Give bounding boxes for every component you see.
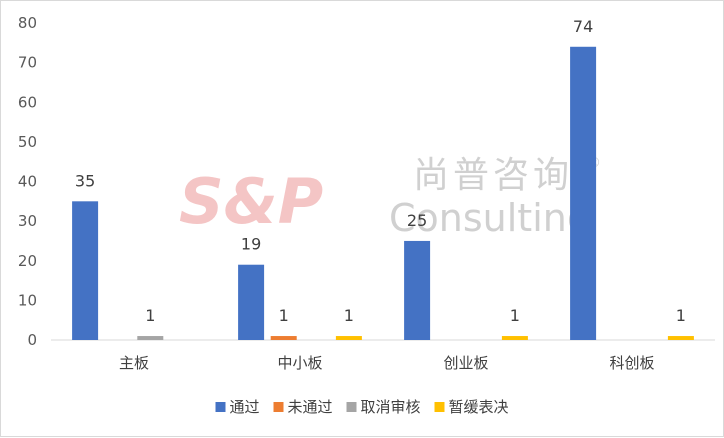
x-category-label: 创业板 <box>443 354 488 372</box>
watermark-en-text: Consulting <box>389 196 591 240</box>
x-category-label: 主板 <box>119 354 149 372</box>
legend-swatch <box>273 402 284 412</box>
bar <box>137 336 164 340</box>
data-label: 1 <box>344 306 354 325</box>
legend-swatch <box>346 402 357 412</box>
y-tick-label: 80 <box>18 14 37 32</box>
bar <box>270 336 297 340</box>
y-tick-label: 0 <box>27 331 37 349</box>
bar <box>667 336 694 340</box>
data-label: 19 <box>241 235 261 254</box>
legend-swatch <box>215 402 226 412</box>
y-tick-label: 30 <box>18 212 37 230</box>
y-tick-label: 60 <box>18 93 37 111</box>
y-tick-label: 20 <box>18 252 37 270</box>
data-label: 1 <box>279 306 289 325</box>
data-label: 1 <box>145 306 155 325</box>
y-tick-label: 70 <box>18 54 37 72</box>
x-category-label: 科创板 <box>609 354 654 372</box>
legend-swatch <box>434 402 445 412</box>
legend-label: 通过 <box>230 398 260 416</box>
bar <box>335 336 362 340</box>
bar <box>404 240 431 340</box>
data-label: 1 <box>676 306 686 325</box>
legend-label: 未通过 <box>288 398 333 416</box>
data-label: 35 <box>75 171 95 190</box>
bar <box>501 336 528 340</box>
watermark-cn-text: 尚普咨询 <box>413 155 573 196</box>
data-label: 74 <box>573 17 593 36</box>
axis-layer: 0 10 20 30 40 50 60 70 80 主板 中小板 创业板 科创板 <box>18 14 715 372</box>
legend: 通过 未通过 取消审核 暂缓表决 <box>215 398 509 416</box>
labels-layer: 35 1 19 1 1 25 1 74 1 <box>75 17 686 325</box>
bar <box>72 201 99 340</box>
bar <box>238 264 265 340</box>
bars-layer <box>72 46 694 341</box>
y-tick-label: 40 <box>18 173 37 191</box>
y-tick-label: 50 <box>18 133 37 151</box>
y-tick-label: 10 <box>18 291 37 309</box>
watermark: S&P 尚普咨询 ® Consulting <box>179 155 601 240</box>
legend-label: 取消审核 <box>361 398 421 416</box>
data-label: 25 <box>407 211 427 230</box>
watermark-logo: S&P <box>179 165 323 238</box>
x-category-label: 中小板 <box>277 354 322 372</box>
bar <box>570 46 597 341</box>
data-label: 1 <box>510 306 520 325</box>
legend-label: 暂缓表决 <box>449 398 509 416</box>
